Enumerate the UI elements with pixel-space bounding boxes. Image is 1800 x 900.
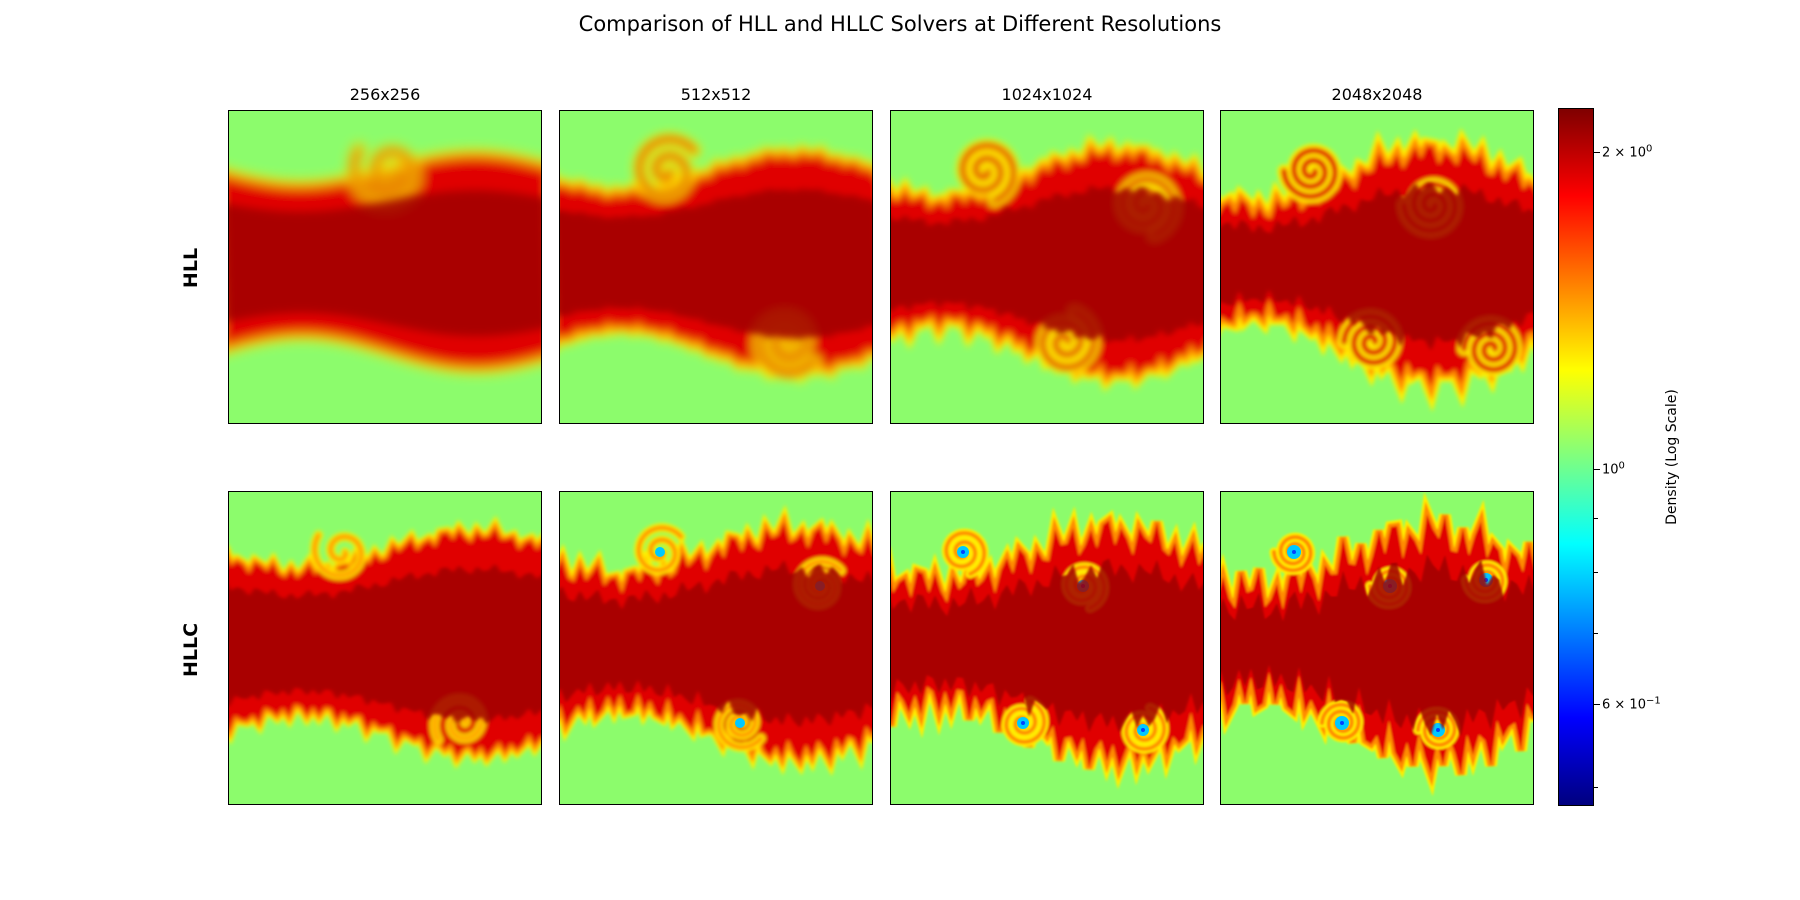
- panel-hll-2048x2048: [1220, 110, 1534, 424]
- figure-title: Comparison of HLL and HLLC Solvers at Di…: [578, 12, 1222, 36]
- colorbar-minor-tick: [1594, 571, 1598, 573]
- vortex-core: [312, 533, 364, 578]
- colorbar-tick-label: 6 × 10−1: [1602, 695, 1661, 713]
- colorbar: [1558, 108, 1594, 806]
- dense-core: [1221, 182, 1533, 351]
- dense-core: [560, 187, 872, 342]
- vortex-eye: [735, 718, 745, 728]
- dense-core: [229, 563, 541, 725]
- dense-core: [229, 190, 541, 337]
- vortex-core: [959, 142, 1017, 204]
- vortex-core: [1004, 699, 1047, 744]
- panel-hllc-2048x2048: [1220, 491, 1534, 805]
- colorbar-tick-label: 100: [1602, 460, 1625, 479]
- colorbar-minor-tick: [1594, 787, 1598, 789]
- column-title-2: 512x512: [680, 85, 752, 104]
- vortex-core: [636, 525, 683, 573]
- vortex-core: [716, 702, 763, 750]
- panel-hllc-512x512: [559, 491, 873, 805]
- vortex-eye-center: [1340, 721, 1344, 725]
- vortex-core: [636, 136, 698, 198]
- colorbar-minor-tick: [1594, 517, 1598, 519]
- column-title-1: 256x256: [349, 85, 421, 104]
- vortex-eye-center: [1436, 728, 1440, 732]
- colorbar-major-tick: [1594, 151, 1600, 153]
- colorbar-major-tick: [1594, 703, 1600, 705]
- row-label-hllc: HLLC: [180, 622, 202, 678]
- dense-core: [891, 184, 1203, 345]
- shear-layer: [891, 514, 1203, 781]
- panel-hll-256x256: [228, 110, 542, 424]
- vortex-eye-center: [1292, 550, 1296, 554]
- panel-hllc-1024x1024: [890, 491, 1204, 805]
- panel-hll-512x512: [559, 110, 873, 424]
- vortex-core: [944, 531, 987, 576]
- colorbar-tick-label: 2 × 100: [1602, 143, 1653, 161]
- dense-core: [1221, 554, 1533, 737]
- colorbar-major-tick: [1594, 469, 1600, 471]
- vortex-eye-center: [961, 550, 965, 554]
- vortex-eye-center: [1021, 721, 1025, 725]
- column-title-3: 1024x1024: [1001, 85, 1093, 104]
- vortex-eye: [655, 547, 665, 557]
- vortex-eye-center: [1141, 728, 1145, 732]
- vortex-core: [350, 146, 417, 204]
- panel-hll-1024x1024: [890, 110, 1204, 424]
- colorbar-minor-tick: [1594, 633, 1598, 635]
- panel-hllc-256x256: [228, 491, 542, 805]
- column-title-4: 2048x2048: [1331, 85, 1423, 104]
- colorbar-label: Density (Log Scale): [1664, 389, 1680, 525]
- vortex-core: [1124, 706, 1167, 751]
- dense-core: [560, 559, 872, 728]
- dense-core: [891, 558, 1203, 733]
- vortex-core: [1281, 147, 1338, 200]
- row-label-hll: HLL: [180, 247, 202, 289]
